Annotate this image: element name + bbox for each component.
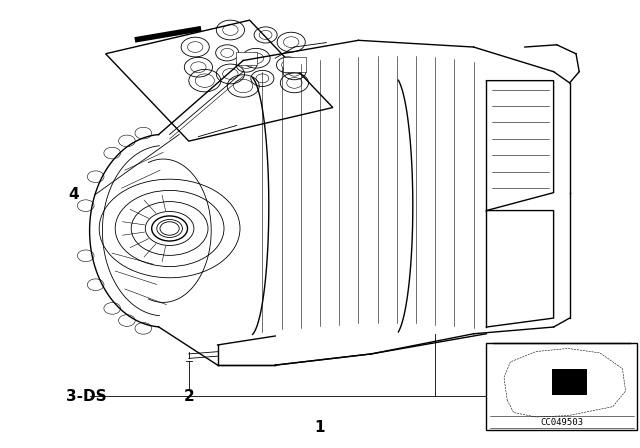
- Text: 1: 1: [315, 420, 325, 435]
- Circle shape: [160, 222, 179, 235]
- Bar: [236, 52, 257, 65]
- Text: 3-DS: 3-DS: [66, 389, 107, 404]
- Bar: [552, 369, 588, 396]
- Bar: [486, 343, 637, 430]
- Text: CC049503: CC049503: [540, 418, 583, 426]
- Bar: [283, 57, 306, 72]
- Text: 4: 4: [68, 187, 79, 202]
- Text: 2: 2: [184, 389, 194, 404]
